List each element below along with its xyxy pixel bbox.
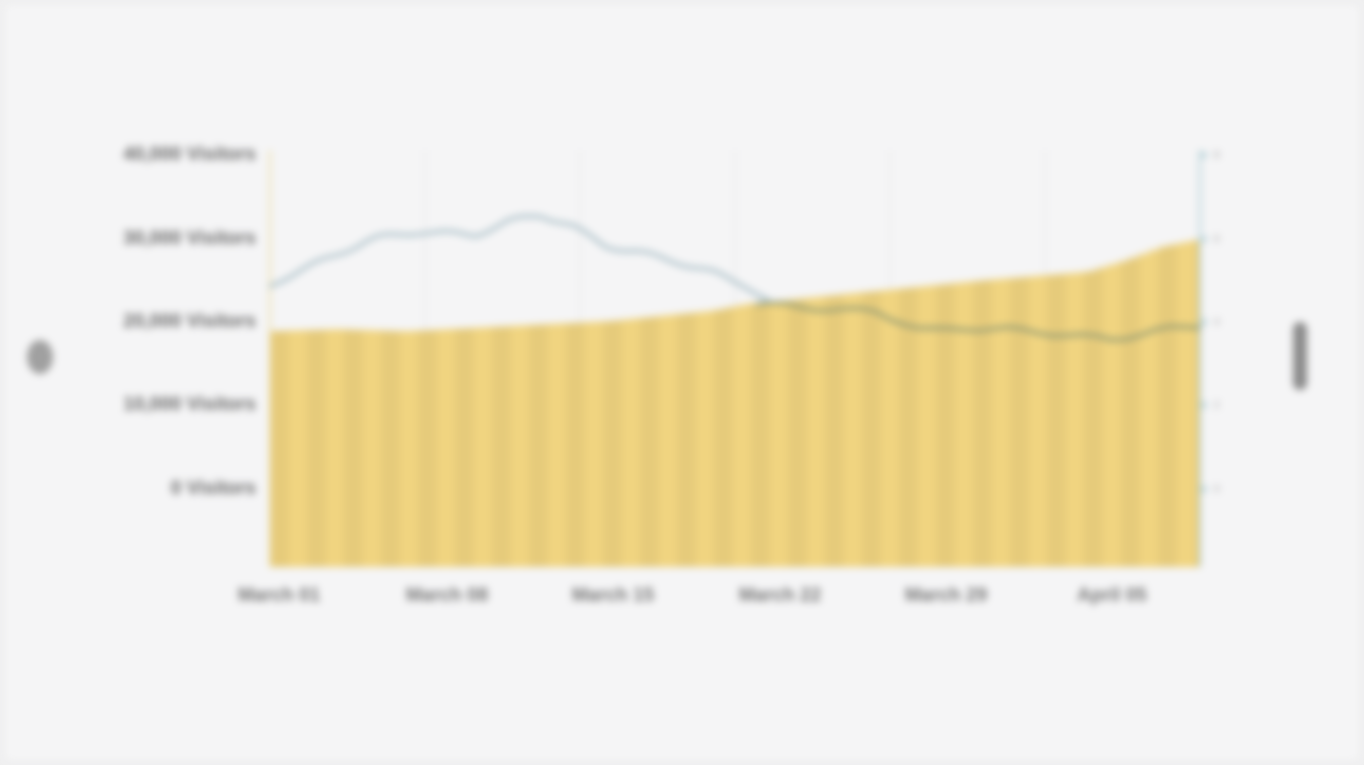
svg-text:March 01: March 01 (238, 585, 321, 606)
svg-text:4: 4 (1214, 317, 1220, 328)
svg-text:March 15: March 15 (572, 585, 655, 606)
svg-text:0 Visitors: 0 Visitors (171, 478, 256, 499)
svg-text:March 29: March 29 (905, 585, 987, 606)
svg-text:40,000 Visitors: 40,000 Visitors (123, 144, 256, 165)
svg-text:20,000 Visitors: 20,000 Visitors (123, 311, 256, 332)
svg-text:April 05: April 05 (1077, 585, 1147, 606)
svg-text:10,000 Visitors: 10,000 Visitors (123, 394, 256, 415)
svg-text:March 22: March 22 (739, 585, 821, 606)
svg-text:8: 8 (1214, 150, 1220, 161)
svg-text:0: 0 (1214, 484, 1220, 495)
svg-text:2: 2 (1214, 400, 1220, 411)
svg-text:6: 6 (1214, 234, 1220, 245)
svg-text:30,000 Visitors: 30,000 Visitors (123, 228, 256, 249)
svg-text:March 08: March 08 (406, 585, 488, 606)
